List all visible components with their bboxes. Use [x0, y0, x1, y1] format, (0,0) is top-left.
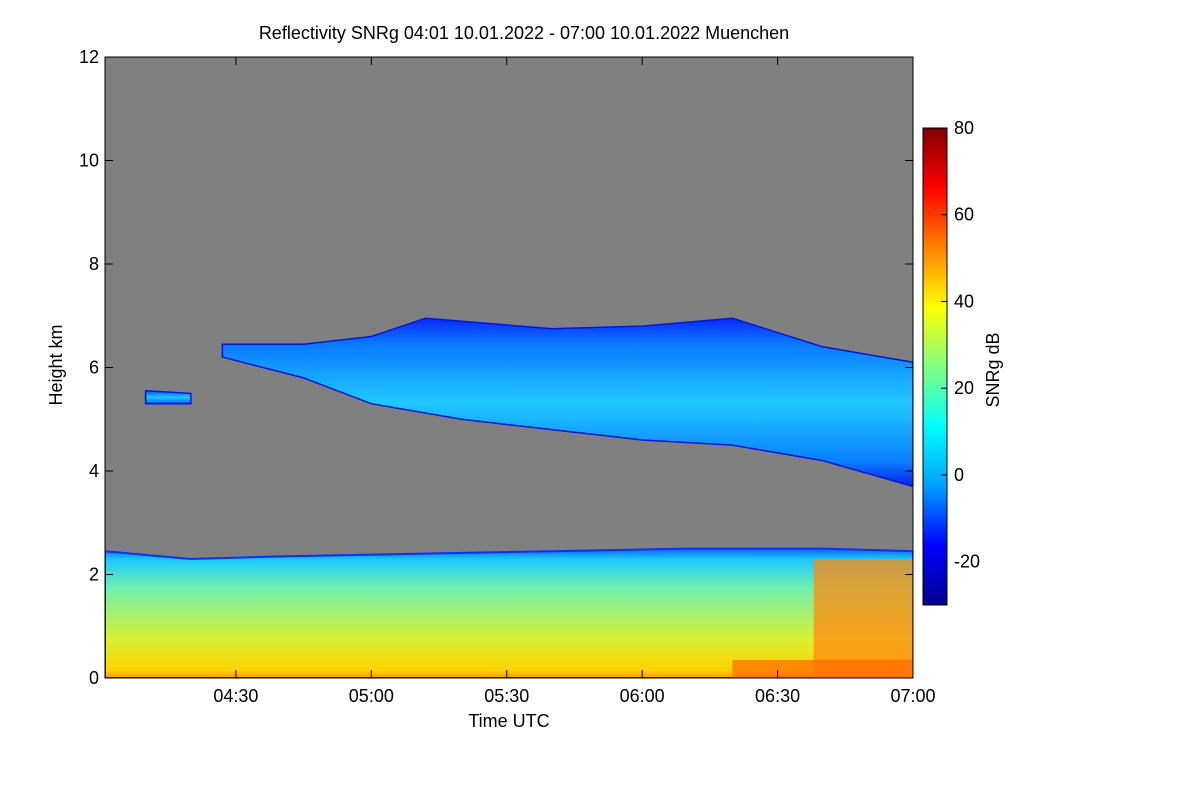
echo-layers — [105, 317, 913, 678]
y-axis-label: Height km — [46, 324, 66, 405]
x-tick-label: 07:00 — [890, 686, 935, 706]
y-tick-label: 6 — [89, 358, 99, 378]
colorbar-tick-label: 20 — [954, 378, 974, 398]
x-axis-label: Time UTC — [468, 711, 549, 731]
colorbar-tick-label: 40 — [954, 291, 974, 311]
x-tick-label: 06:00 — [620, 686, 665, 706]
colorbar-axis: -20 0 20 40 60 80 — [941, 118, 980, 572]
y-axis: 0 2 4 6 8 10 12 — [79, 47, 913, 688]
x-tick-label: 06:30 — [755, 686, 800, 706]
echo-surface-strong — [732, 659, 913, 678]
y-tick-label: 0 — [89, 668, 99, 688]
x-tick-label: 05:30 — [484, 686, 529, 706]
x-tick-label: 05:00 — [349, 686, 394, 706]
y-tick-label: 10 — [79, 151, 99, 171]
y-tick-label: 8 — [89, 254, 99, 274]
y-tick-label: 4 — [89, 461, 99, 481]
colorbar-tick-label: 0 — [954, 465, 964, 485]
colorbar-tick-label: -20 — [954, 552, 980, 572]
colorbar — [922, 127, 948, 606]
echo-boundary-layer — [105, 547, 913, 678]
echo-isolated-echo — [144, 390, 192, 405]
echo-ice-cloud — [221, 317, 913, 488]
x-tick-label: 04:30 — [213, 686, 258, 706]
chart-title: Reflectivity SNRg 04:01 10.01.2022 - 07:… — [259, 23, 789, 43]
y-tick-label: 2 — [89, 565, 99, 585]
y-tick-label: 12 — [79, 47, 99, 67]
colorbar-tick-label: 60 — [954, 205, 974, 225]
x-axis: 04:30 05:00 05:30 06:00 06:30 07:00 — [213, 57, 936, 706]
echo-strong-region — [813, 558, 913, 678]
colorbar-label: SNRg dB — [983, 332, 1003, 407]
colorbar-tick-label: 80 — [954, 118, 974, 138]
